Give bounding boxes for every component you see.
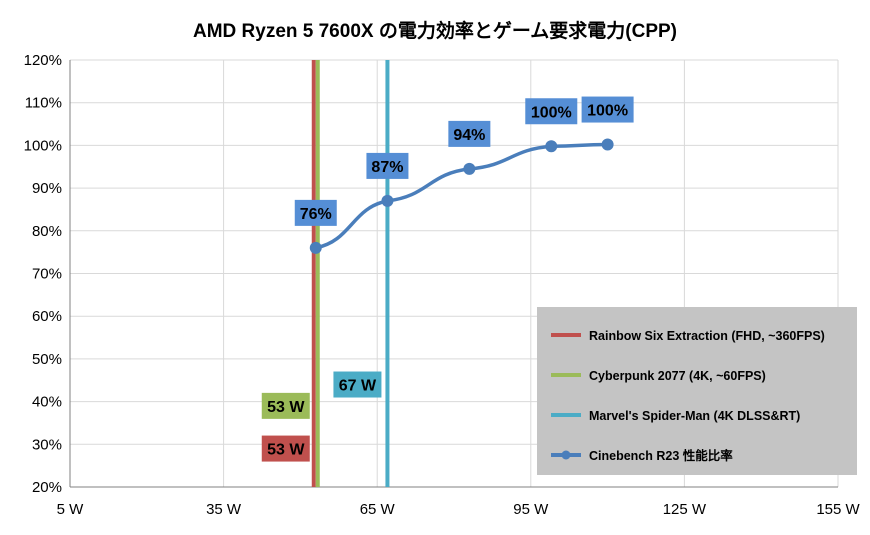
y-tick-label: 120%	[24, 52, 62, 69]
data-label-box	[366, 152, 409, 179]
chart-title: AMD Ryzen 5 7600X の電力効率とゲーム要求電力(CPP)	[193, 19, 677, 42]
reference-label-box	[261, 392, 310, 419]
legend-entry: Rainbow Six Extraction (FHD, ~360FPS)	[589, 329, 825, 343]
data-label: 100%	[587, 103, 628, 120]
reference-lines: 53 W 53 W 67 W	[261, 60, 390, 487]
y-tick-label: 80%	[32, 223, 62, 240]
data-label: 100%	[531, 104, 572, 121]
data-label-box	[294, 199, 337, 226]
data-point	[309, 241, 322, 254]
data-point	[545, 140, 558, 153]
x-tick-label: 65 W	[360, 501, 396, 518]
data-point	[381, 194, 394, 207]
data-label-box	[581, 96, 634, 123]
reference-label: 53 W	[267, 442, 305, 459]
legend-marker	[561, 450, 571, 460]
axes: 20% 30% 40% 50% 60% 70% 80% 90% 100% 110% 120% 5 W 3…	[24, 52, 861, 518]
reference-label-box	[261, 435, 310, 462]
y-tick-label: 40%	[32, 394, 62, 411]
data-label: 87%	[371, 159, 403, 176]
y-tick-label: 90%	[32, 180, 62, 197]
legend-entry: Cyberpunk 2077 (4K, ~60FPS)	[589, 369, 766, 383]
x-tick-label: 95 W	[513, 501, 549, 518]
x-tick-label: 155 W	[816, 501, 860, 518]
data-label: 76%	[300, 206, 332, 223]
data-point	[601, 138, 614, 151]
legend: Rainbow Six Extraction (FHD, ~360FPS) Cyb…	[537, 307, 857, 475]
y-tick-label: 30%	[32, 436, 62, 453]
reference-label: 53 W	[267, 399, 305, 416]
data-label: 94%	[453, 127, 485, 144]
x-tick-label: 125 W	[663, 501, 707, 518]
y-tick-label: 100%	[24, 137, 62, 154]
series	[309, 138, 614, 254]
x-tick-label: 35 W	[206, 501, 242, 518]
y-tick-label: 110%	[25, 95, 62, 112]
reference-label: 67 W	[339, 378, 377, 395]
data-labels: 76% 87% 94% 100% 100%	[294, 96, 634, 226]
data-label-box	[525, 98, 578, 125]
legend-box	[537, 307, 857, 475]
y-tick-label: 70%	[32, 266, 62, 283]
y-tick-label: 60%	[32, 308, 62, 325]
x-tick-label: 5 W	[57, 501, 85, 518]
y-tick-label: 50%	[32, 351, 62, 368]
legend-entry: Cinebench R23 性能比率	[589, 448, 733, 463]
reference-label-box	[333, 371, 382, 398]
series-line	[315, 142, 608, 250]
data-label-box	[448, 120, 491, 147]
legend-entry: Marvel's Spider-Man (4K DLSS&RT)	[589, 409, 800, 423]
y-tick-label: 20%	[32, 479, 62, 496]
data-point	[463, 162, 476, 175]
